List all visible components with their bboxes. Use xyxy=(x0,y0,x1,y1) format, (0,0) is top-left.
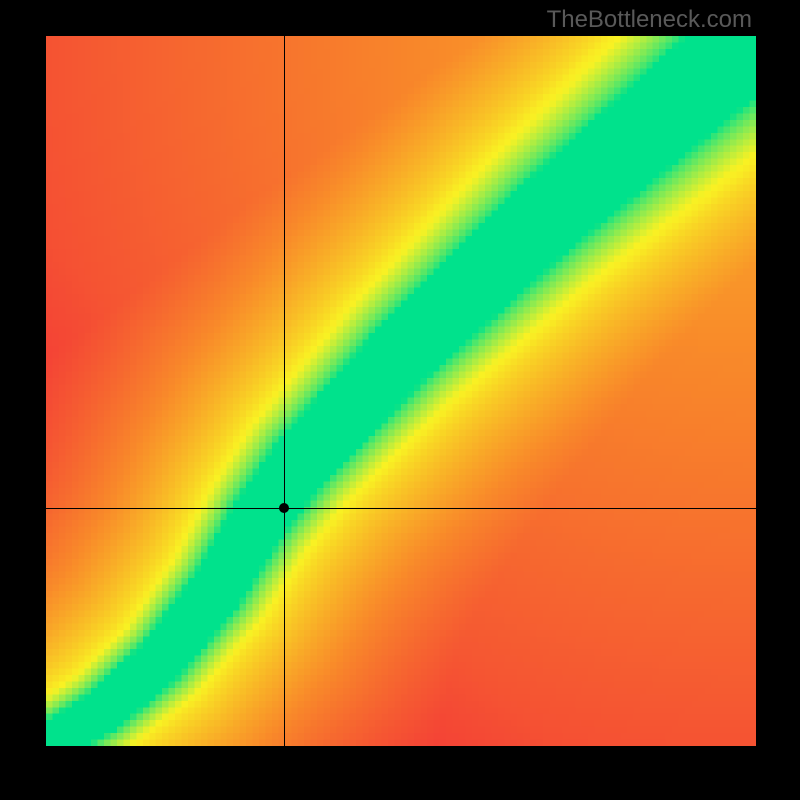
heatmap-canvas xyxy=(46,36,756,746)
heatmap-plot xyxy=(46,36,756,746)
watermark-text: TheBottleneck.com xyxy=(547,6,752,34)
